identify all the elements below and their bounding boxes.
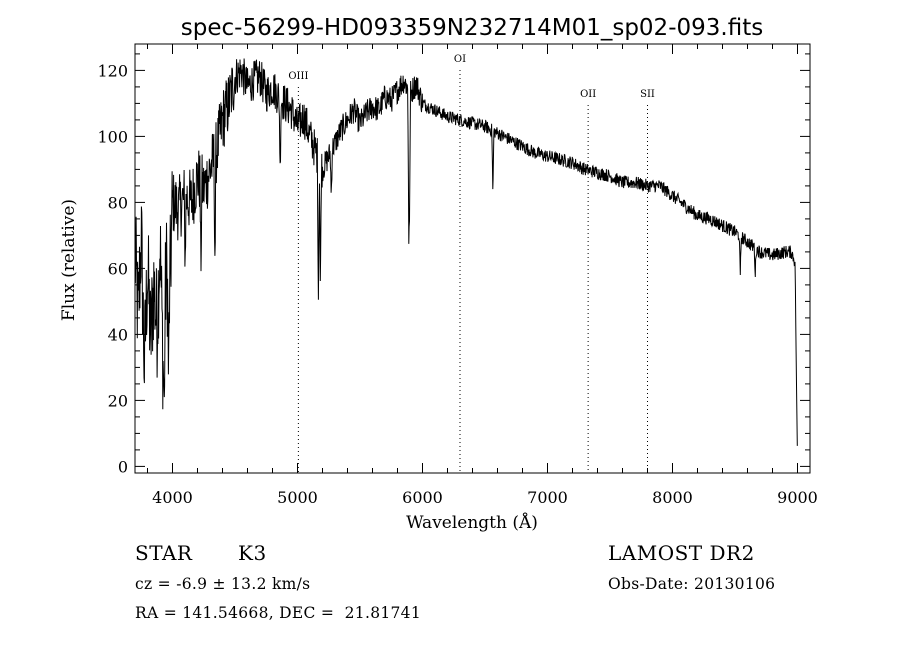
plot-frame bbox=[134, 43, 811, 474]
spectrum-line bbox=[134, 58, 798, 446]
y-tick-label: 100 bbox=[97, 127, 128, 146]
x-tick-label: 7000 bbox=[527, 488, 568, 507]
x-axis-label: Wavelength (Å) bbox=[406, 512, 538, 533]
object-class: STAR bbox=[135, 541, 193, 565]
y-tick-label: 0 bbox=[118, 457, 128, 476]
axis-ticks: 4000 5000 6000 7000 8000 9000 0 20 40 60 80 100 120 bbox=[97, 44, 818, 507]
survey-name: LAMOST DR2 bbox=[608, 541, 755, 565]
emission-line-label: OIII bbox=[288, 71, 308, 82]
observation-date: Obs-Date: 20130106 bbox=[608, 575, 776, 593]
x-tick-label: 4000 bbox=[152, 488, 193, 507]
y-tick-label: 40 bbox=[108, 325, 128, 344]
x-tick-label: 9000 bbox=[777, 488, 818, 507]
coordinates-readout: RA = 141.54668, DEC = 21.81741 bbox=[135, 604, 422, 622]
chart-title: spec-56299-HD093359N232714M01_sp02-093.f… bbox=[181, 15, 763, 41]
object-subclass: K3 bbox=[238, 541, 267, 565]
y-axis-label: Flux (relative) bbox=[59, 199, 79, 321]
velocity-readout: cz = -6.9 ± 13.2 km/s bbox=[135, 575, 311, 593]
x-tick-label: 6000 bbox=[402, 488, 443, 507]
y-tick-label: 60 bbox=[108, 259, 128, 278]
x-tick-label: 8000 bbox=[652, 488, 693, 507]
x-tick-label: 5000 bbox=[277, 488, 318, 507]
emission-line-label: OI bbox=[454, 54, 466, 65]
y-tick-label: 80 bbox=[108, 193, 128, 212]
y-tick-label: 20 bbox=[108, 391, 128, 410]
y-tick-label: 120 bbox=[97, 61, 128, 80]
emission-line-markers: OIII OI OII SII bbox=[288, 54, 655, 473]
emission-line-label: SII bbox=[640, 89, 655, 100]
emission-line-label: OII bbox=[580, 89, 596, 100]
